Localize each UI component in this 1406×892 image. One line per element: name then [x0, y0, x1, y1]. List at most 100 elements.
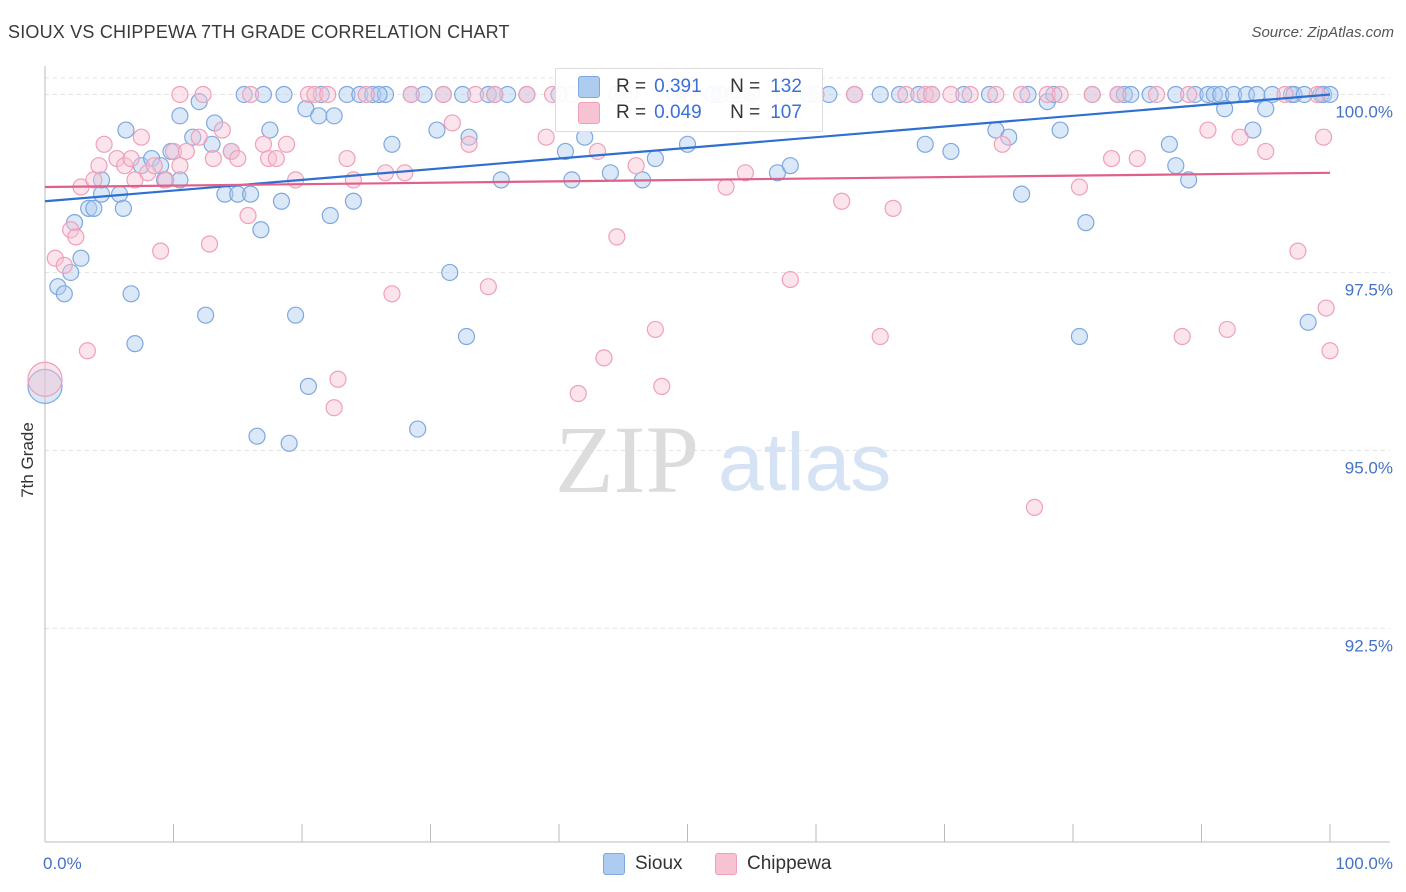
- y-tick-label: 92.5%: [1345, 636, 1393, 655]
- chippewa-point: [486, 85, 504, 104]
- chippewa-point: [897, 85, 915, 104]
- sioux-point: [1070, 327, 1089, 346]
- sioux-point: [114, 199, 132, 217]
- y-tick-label: 97.5%: [1345, 280, 1393, 299]
- sioux-point: [1299, 313, 1317, 331]
- gridlines: [45, 77, 1390, 629]
- chippewa-point: [961, 85, 979, 104]
- sioux-point: [1141, 85, 1159, 104]
- sioux-point: [1077, 214, 1095, 232]
- x-tick-label-right: 100.0%: [1335, 854, 1393, 873]
- sioux-point: [601, 164, 620, 182]
- chippewa-point: [164, 142, 183, 161]
- chippewa-point: [736, 164, 754, 182]
- sioux-point: [1180, 171, 1198, 189]
- chippewa-r-value: 0.049: [654, 102, 702, 123]
- sioux-point: [1186, 85, 1204, 104]
- sioux-point: [338, 85, 356, 104]
- sioux-point: [364, 85, 382, 104]
- chippewa-point: [116, 157, 134, 175]
- sioux-point: [428, 121, 446, 139]
- sioux-point: [280, 434, 298, 452]
- chippewa-point: [338, 149, 356, 168]
- chippewa-point: [27, 361, 63, 397]
- axes: [44, 66, 1390, 843]
- sioux-point: [235, 85, 253, 104]
- sioux-r-value: 0.391: [654, 76, 702, 97]
- sioux-point: [1205, 85, 1223, 104]
- sioux-point: [321, 206, 339, 225]
- chippewa-trendline: [44, 171, 1331, 189]
- chippewa-point: [1083, 85, 1101, 104]
- chippewa-point: [1276, 85, 1294, 104]
- sioux-point: [252, 221, 270, 239]
- chippewa-point: [200, 235, 219, 253]
- chippewa-point: [1218, 320, 1236, 339]
- chippewa-point: [871, 327, 889, 346]
- chippewa-point: [646, 320, 664, 339]
- sioux-point: [49, 278, 67, 296]
- sioux-point: [1244, 121, 1262, 139]
- chippewa-point: [242, 85, 260, 104]
- source-credit: Source: ZipAtlas.com: [1251, 24, 1394, 41]
- chippewa-point: [122, 149, 140, 168]
- chippewa-point: [254, 135, 273, 153]
- chippewa-point: [55, 256, 73, 274]
- y-axis-label: 7th Grade: [18, 422, 37, 498]
- sioux-point: [1167, 157, 1185, 175]
- series-sioux: [27, 85, 1339, 452]
- r-label: R =: [616, 76, 647, 97]
- sioux-point: [890, 85, 909, 104]
- sioux-point: [1199, 85, 1217, 104]
- chippewa-point: [993, 135, 1011, 153]
- chippewa-point: [325, 399, 343, 417]
- chippewa-point: [95, 135, 113, 153]
- chippewa-point: [1180, 85, 1198, 104]
- sioux-point: [1257, 100, 1275, 118]
- chippewa-point: [67, 228, 85, 246]
- chippewa-point: [884, 199, 902, 217]
- sioux-point: [62, 263, 80, 282]
- watermark: ZIP atlas: [555, 406, 891, 513]
- chippewa-point: [319, 85, 337, 104]
- sioux-point: [383, 135, 401, 153]
- chippewa-point: [588, 142, 607, 161]
- chippewa-point: [595, 349, 613, 367]
- sioux-point: [344, 192, 362, 210]
- chippewa-point: [1147, 85, 1166, 104]
- sioux-point: [499, 85, 517, 104]
- y-tick-label: 95.0%: [1345, 458, 1393, 477]
- sioux-point: [171, 107, 189, 125]
- sioux-point: [1019, 85, 1037, 104]
- sioux-point: [460, 128, 478, 146]
- sioux-point: [184, 128, 202, 146]
- y-tick-label: 100.0%: [1335, 102, 1393, 121]
- sioux-point: [254, 85, 273, 104]
- sioux-point: [272, 192, 291, 210]
- sioux-point: [171, 171, 189, 189]
- chippewa-n-value: 107: [770, 102, 802, 123]
- legend-row-sioux: R = 0.391 N = 132: [578, 74, 802, 100]
- chippewa-point: [171, 157, 189, 175]
- bottom-legend-sioux: Sioux: [603, 851, 683, 877]
- chippewa-point: [923, 85, 941, 104]
- chippewa-point: [569, 384, 587, 403]
- bottom-legend-chippewa: Chippewa: [715, 851, 832, 877]
- chippewa-point: [1109, 85, 1127, 104]
- chippewa-point: [299, 85, 318, 104]
- sioux-point: [370, 85, 388, 104]
- legend-row-chippewa: R = 0.049 N = 107: [578, 100, 802, 126]
- chippewa-point: [466, 85, 485, 104]
- sioux-legend-label: Sioux: [635, 853, 683, 874]
- sioux-point: [126, 335, 144, 353]
- tick-labels: 100.0% 97.5% 95.0% 92.5% 0.0% 100.0%: [43, 102, 1393, 873]
- chippewa-point: [145, 157, 163, 175]
- chippewa-point: [157, 171, 175, 189]
- chart-title: SIOUX VS CHIPPEWA 7TH GRADE CORRELATION …: [8, 22, 510, 42]
- chippewa-point: [460, 135, 478, 153]
- chippewa-point: [329, 370, 347, 388]
- chippewa-point: [222, 142, 240, 161]
- chippewa-point: [434, 85, 452, 104]
- chippewa-point: [213, 121, 231, 139]
- chippewa-point: [306, 85, 324, 104]
